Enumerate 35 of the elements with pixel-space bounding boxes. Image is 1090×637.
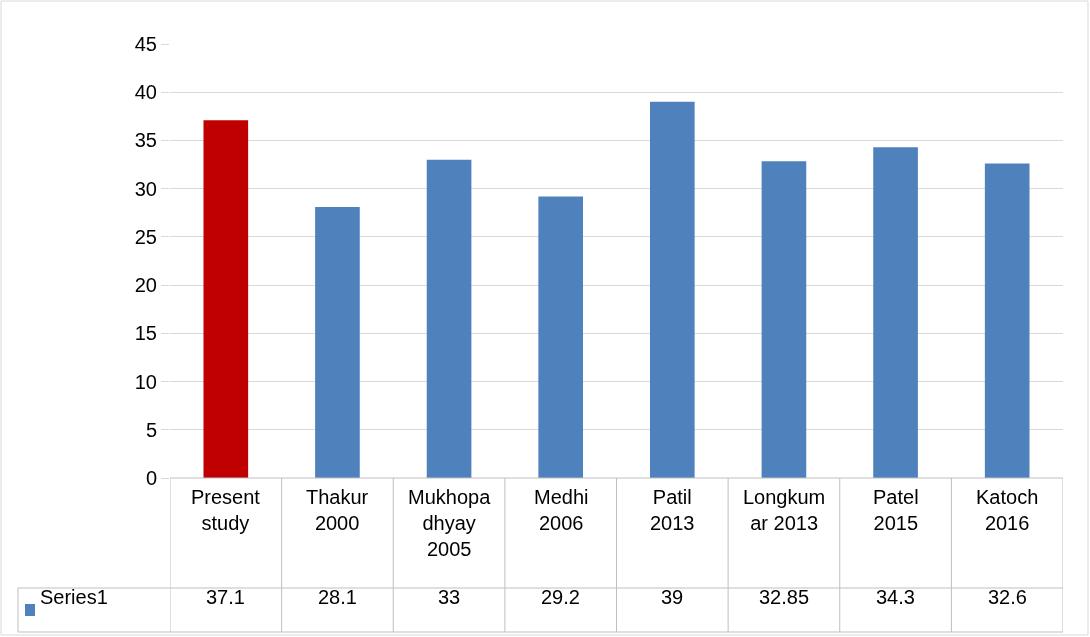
y-tick-label: 15 xyxy=(134,322,157,345)
data-label: 29.2 xyxy=(541,586,580,608)
y-tick-label: 20 xyxy=(134,274,157,297)
y-tick-label: 10 xyxy=(134,370,157,393)
x-tick-label: Mukhopadhyay 2005 xyxy=(408,486,492,560)
data-label: 28.1 xyxy=(318,586,357,608)
data-label: 39 xyxy=(661,586,684,608)
y-tick-label: 40 xyxy=(134,81,157,104)
y-tick-label: 45 xyxy=(134,33,157,55)
bar xyxy=(873,147,918,478)
x-tick-label: Longkumar 2013 xyxy=(743,486,826,534)
data-label: 32.85 xyxy=(759,586,810,608)
bar xyxy=(203,120,249,478)
x-tick-label: Katoch 2016 xyxy=(976,486,1039,534)
x-tick-label: Patil 2013 xyxy=(650,486,695,534)
y-tick-label: 25 xyxy=(134,225,157,248)
y-tick-label: 30 xyxy=(134,177,157,200)
data-label: 32.6 xyxy=(988,586,1027,608)
x-tick-label: Medhi 2006 xyxy=(534,486,589,534)
data-label: 33 xyxy=(438,586,461,608)
x-tick-label: Thakur 2000 xyxy=(306,486,369,534)
bar xyxy=(761,161,807,478)
bar xyxy=(649,101,695,478)
bar xyxy=(315,206,360,478)
legend-label: Series1 xyxy=(40,586,108,608)
bar xyxy=(538,196,584,478)
x-tick-label: Present study xyxy=(191,486,261,534)
data-label: 37.1 xyxy=(206,586,245,608)
y-tick-label: 0 xyxy=(145,467,157,489)
bar xyxy=(426,159,472,478)
y-tick-label: 35 xyxy=(134,129,157,152)
x-tick-label: Patel 2015 xyxy=(873,486,919,534)
bar xyxy=(984,163,1030,478)
data-label: 34.3 xyxy=(876,586,915,608)
y-tick-label: 5 xyxy=(145,418,157,441)
